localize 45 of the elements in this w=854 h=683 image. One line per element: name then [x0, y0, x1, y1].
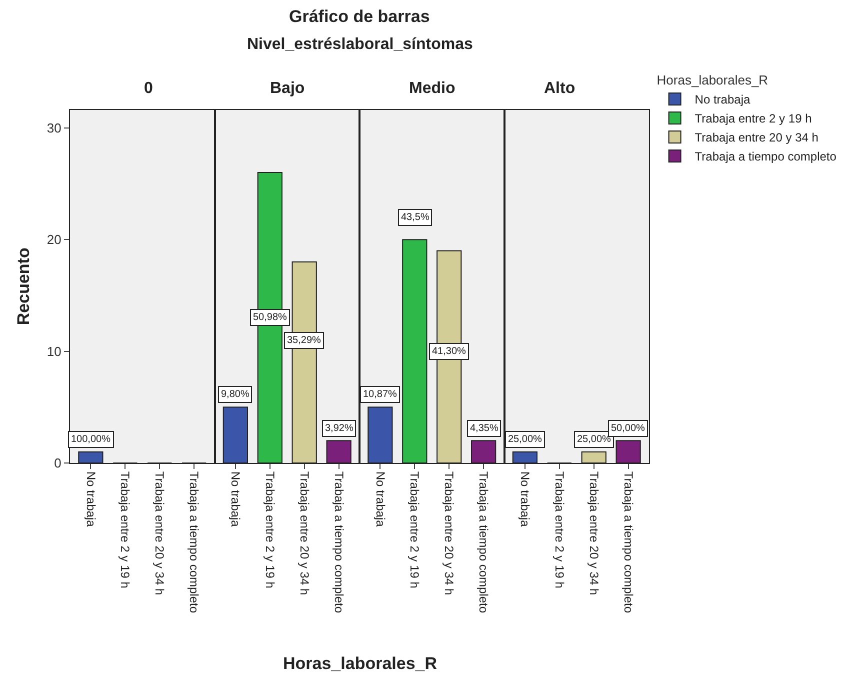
- annotation: 41,30%: [432, 346, 466, 357]
- x-tick-label: Trabaja entre 2 y 19 h: [262, 471, 277, 588]
- legend-label: Trabaja entre 2 y 19 h: [694, 112, 812, 126]
- annotation: 43,5%: [401, 212, 430, 223]
- x-tick-label: No trabaja: [518, 471, 532, 528]
- x-tick-label: Trabaja entre 20 y 34 h: [442, 471, 456, 596]
- y-tick-label: 10: [46, 344, 62, 359]
- y-tick-label: 20: [46, 232, 62, 248]
- y-tick-label: 0: [54, 456, 62, 471]
- text: Gráfico de barras: [289, 7, 430, 26]
- legend-title: Horas_laborales_R: [656, 72, 768, 88]
- y-axis-title: Recuento: [14, 248, 34, 326]
- annotation: 35,29%: [287, 335, 322, 346]
- x-tick-label: Trabaja a tiempo completo: [476, 471, 491, 614]
- x-tick-label: No trabaja: [84, 471, 98, 528]
- text: Nivel_estréslaboral_síntomas: [247, 36, 473, 53]
- x-tick-label: Trabaja a tiempo completo: [187, 471, 202, 614]
- annotation: 9,80%: [221, 389, 250, 400]
- x-tick-label: No trabaja: [373, 471, 388, 528]
- x-tick-label: Trabaja a tiempo completo: [621, 471, 636, 614]
- x-tick-label: Trabaja entre 20 y 34 h: [152, 471, 167, 596]
- x-tick-label: Trabaja entre 20 y 34 h: [586, 471, 601, 596]
- chart-title: Alto: [544, 80, 576, 97]
- chart-title: Medio: [409, 80, 456, 97]
- legend-label: Trabaja entre 20 y 34 h: [694, 130, 818, 145]
- x-tick-label: Trabaja a tiempo completo: [332, 471, 346, 614]
- annotation: 100,00%: [71, 434, 111, 445]
- annotation: 50,00%: [611, 423, 646, 434]
- legend-label: No trabaja: [694, 92, 750, 107]
- x-tick-label: Trabaja entre 20 y 34 h: [297, 471, 312, 596]
- x-tick-label: Trabaja entre 2 y 19 h: [552, 471, 566, 588]
- x-tick-label: Trabaja entre 2 y 19 h: [408, 471, 422, 588]
- annotation: 50,98%: [253, 312, 288, 323]
- x-axis-title: Horas_laborales_R: [283, 654, 438, 673]
- chart-title: Bajo: [270, 80, 305, 97]
- chart-title: 0: [144, 80, 153, 97]
- annotation: 3,92%: [325, 423, 354, 434]
- annotation: 25,00%: [577, 434, 612, 445]
- x-tick-label: No trabaja: [228, 471, 243, 528]
- x-tick-label: Trabaja entre 2 y 19 h: [118, 471, 132, 588]
- annotation: 10,87%: [363, 389, 398, 400]
- legend-label: Trabaja a tiempo completo: [694, 150, 837, 164]
- annotation: 4,35%: [470, 423, 498, 434]
- annotation: 25,00%: [508, 434, 542, 445]
- y-tick-label: 30: [46, 120, 62, 136]
